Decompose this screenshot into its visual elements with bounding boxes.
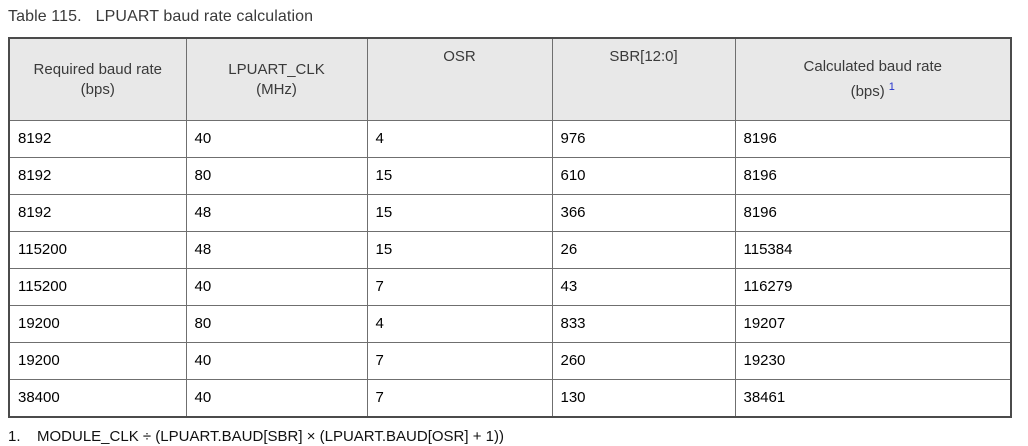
table-cell: 48 xyxy=(185,194,368,232)
col-header-osr: OSR xyxy=(366,37,553,121)
table-caption-text: LPUART baud rate calculation xyxy=(95,8,314,25)
footnote-number: 1. xyxy=(8,428,21,445)
header-line: OSR xyxy=(443,48,476,65)
table-cell: 8192 xyxy=(8,157,187,195)
table-cell: 38400 xyxy=(8,379,187,418)
col-header-lpuart-clk: LPUART_CLK (MHz) xyxy=(185,37,368,121)
table-cell: 115200 xyxy=(8,231,187,269)
header-line: Calculated baud rate xyxy=(803,58,942,75)
table-caption: Table 115. LPUART baud rate calculation xyxy=(8,8,1028,26)
col-header-sbr: SBR[12:0] xyxy=(551,37,736,121)
footnote: 1. MODULE_CLK ÷ (LPUART.BAUD[SBR] × (LPUA… xyxy=(8,428,1028,446)
table-cell: 19230 xyxy=(734,342,1012,380)
table-cell: 8192 xyxy=(8,120,187,158)
table-cell: 115200 xyxy=(8,268,187,306)
table-cell: 610 xyxy=(551,157,736,195)
table-cell: 366 xyxy=(551,194,736,232)
table-cell: 976 xyxy=(551,120,736,158)
table-cell: 8196 xyxy=(734,120,1012,158)
header-line: (MHz) xyxy=(256,80,297,98)
footnote-ref-link[interactable]: 1 xyxy=(888,81,895,93)
col-header-required-baud-rate: Required baud rate (bps) xyxy=(8,37,187,121)
table-cell: 7 xyxy=(366,342,553,380)
table-cell: 40 xyxy=(185,379,368,418)
table-cell: 19200 xyxy=(8,305,187,343)
table-cell: 48 xyxy=(185,231,368,269)
table-cell: 38461 xyxy=(734,379,1012,418)
table-caption-label: Table 115. xyxy=(8,8,82,25)
table-cell: 19207 xyxy=(734,305,1012,343)
table-cell: 15 xyxy=(366,231,553,269)
table-row: 115200 48 15 26 115384 xyxy=(8,231,1012,269)
header-line: LPUART_CLK xyxy=(228,60,325,78)
table-cell: 7 xyxy=(366,379,553,418)
table-cell: 8196 xyxy=(734,194,1012,232)
table-row: 8192 48 15 366 8196 xyxy=(8,194,1012,232)
baud-rate-table: Required baud rate (bps) LPUART_CLK (MHz… xyxy=(8,37,1012,418)
table-row: 8192 80 15 610 8196 xyxy=(8,157,1012,195)
table-cell: 7 xyxy=(366,268,553,306)
table-cell: 8192 xyxy=(8,194,187,232)
table-row: 19200 40 7 260 19230 xyxy=(8,342,1012,380)
table-cell: 4 xyxy=(366,305,553,343)
table-cell: 15 xyxy=(366,157,553,195)
header-line: (bps) 1 xyxy=(850,81,895,100)
table-cell: 19200 xyxy=(8,342,187,380)
header-line: SBR[12:0] xyxy=(609,48,678,65)
col-header-calculated-baud-rate: Calculated baud rate (bps) 1 xyxy=(734,37,1012,121)
table-cell: 15 xyxy=(366,194,553,232)
table-cell: 115384 xyxy=(734,231,1012,269)
table-cell: 43 xyxy=(551,268,736,306)
table-row: 115200 40 7 43 116279 xyxy=(8,268,1012,306)
table-cell: 80 xyxy=(185,305,368,343)
footnote-text: MODULE_CLK ÷ (LPUART.BAUD[SBR] × (LPUART… xyxy=(37,428,504,445)
table-cell: 40 xyxy=(185,120,368,158)
header-line: (bps) xyxy=(80,80,115,98)
table-row: 19200 80 4 833 19207 xyxy=(8,305,1012,343)
table-cell: 4 xyxy=(366,120,553,158)
table-cell: 130 xyxy=(551,379,736,418)
table-cell: 26 xyxy=(551,231,736,269)
table-cell: 40 xyxy=(185,342,368,380)
table-cell: 833 xyxy=(551,305,736,343)
table-row: 38400 40 7 130 38461 xyxy=(8,379,1012,418)
table-cell: 80 xyxy=(185,157,368,195)
table-cell: 8196 xyxy=(734,157,1012,195)
header-line: Required baud rate xyxy=(33,60,162,78)
table-header-row: Required baud rate (bps) LPUART_CLK (MHz… xyxy=(8,37,1012,121)
table-cell: 260 xyxy=(551,342,736,380)
table-cell: 40 xyxy=(185,268,368,306)
table-row: 8192 40 4 976 8196 xyxy=(8,120,1012,158)
table-cell: 116279 xyxy=(734,268,1012,306)
